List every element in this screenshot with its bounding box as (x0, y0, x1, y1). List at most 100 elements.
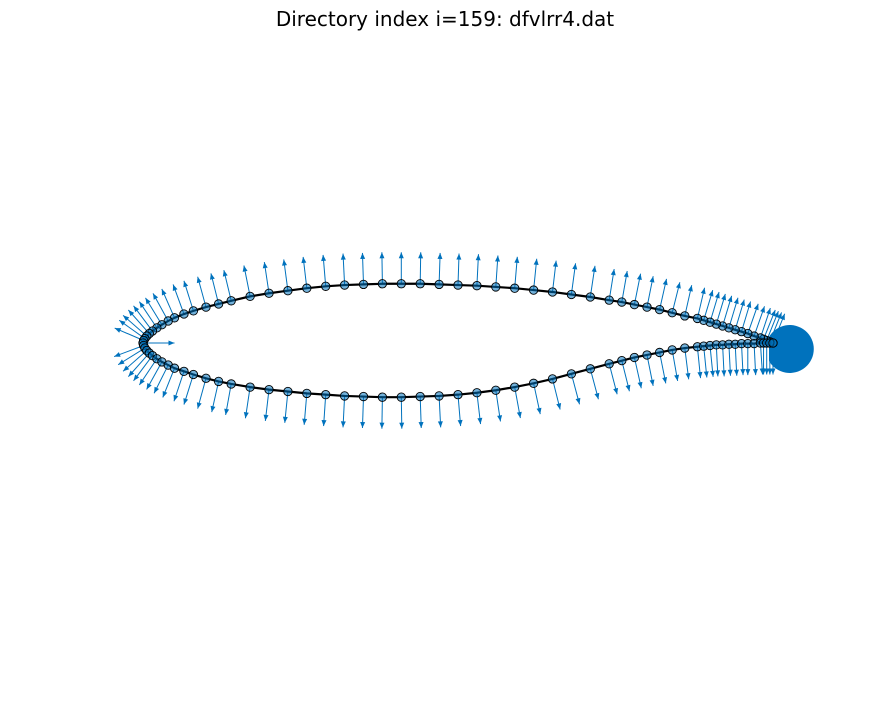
normal-arrow (196, 276, 207, 308)
airfoil-point-marker (680, 343, 690, 353)
normal-arrow (340, 395, 346, 428)
normal-arrow-head (721, 293, 727, 301)
normal-arrow-head (594, 392, 600, 400)
airfoil-point-marker (321, 390, 331, 400)
normal-arrow (133, 355, 153, 382)
normal-arrow-head (733, 297, 739, 305)
normal-arrow (379, 252, 385, 284)
normal-arrow (122, 314, 148, 337)
airfoil-point-marker (642, 350, 652, 360)
airfoil-point-marker (358, 279, 369, 290)
normal-arrow-head (477, 417, 483, 425)
normal-arrow (696, 346, 703, 379)
normal-arrow (753, 306, 765, 337)
normal-arrow (302, 393, 308, 425)
normal-arrow (321, 254, 327, 287)
normal-arrow-head (161, 288, 167, 296)
normal-arrow-head (282, 416, 288, 423)
normal-arrow-head (767, 368, 773, 375)
normal-arrow-head (649, 276, 655, 283)
normal-arrow (764, 343, 770, 375)
normal-arrow-head (360, 421, 366, 429)
normal-arrow-head (745, 369, 751, 376)
normal-arrow (340, 253, 346, 286)
normal-arrow-head (697, 371, 703, 379)
plot-area (113, 252, 814, 429)
airfoil-point-marker (201, 373, 211, 383)
normal-arrow-head (591, 265, 597, 273)
normal-arrow-head (533, 258, 539, 265)
normal-arrow (113, 345, 144, 358)
normal-arrow (183, 374, 194, 405)
normal-arrow (145, 297, 163, 325)
normal-arrow-head (516, 411, 522, 419)
airfoil-point-marker (179, 309, 189, 319)
normal-arrow (671, 282, 681, 313)
normal-arrow-head (133, 305, 140, 313)
normal-arrow-head (242, 265, 248, 272)
normal-arrow-head (685, 373, 691, 380)
normal-arrow-head (753, 303, 759, 311)
airfoil-point-marker (377, 392, 388, 402)
normal-arrow-head (145, 297, 151, 305)
normal-arrow-head (649, 379, 655, 386)
airfoil-point-marker (226, 296, 236, 306)
normal-arrow (709, 345, 716, 377)
normal-arrow (514, 387, 522, 419)
normal-arrow-head (437, 421, 443, 428)
normal-arrow (475, 254, 481, 286)
normal-arrow (514, 256, 520, 289)
normal-arrow (608, 363, 619, 395)
airfoil-point-marker (510, 283, 520, 293)
normal-arrow (114, 327, 144, 341)
normal-arrow-head (153, 293, 159, 300)
normal-arrow (763, 309, 776, 340)
normal-arrow (153, 364, 169, 394)
normal-arrow-head (139, 301, 145, 309)
normal-arrow-head (321, 254, 327, 262)
airfoil-point-marker (768, 338, 778, 348)
normal-arrow-head (733, 369, 739, 376)
normal-arrow (659, 352, 668, 384)
normal-arrow-head (399, 422, 405, 429)
airfoil-point-marker (510, 382, 520, 392)
normal-arrow-head (379, 422, 385, 429)
normal-arrow-head (727, 295, 733, 303)
normal-arrow (173, 371, 185, 402)
airfoil-point-marker (604, 359, 614, 369)
airfoil-point-marker (169, 363, 180, 373)
normal-arrow (399, 397, 405, 429)
normal-arrow-head (243, 411, 249, 419)
normal-arrow (146, 361, 163, 390)
normal-arrow (659, 278, 668, 310)
normal-arrow (161, 288, 175, 319)
normal-arrow-head (162, 390, 168, 398)
normal-arrow-head (625, 384, 631, 392)
trailing-edge-normals-cluster (769, 325, 814, 373)
normal-arrow-head (222, 270, 228, 277)
normal-arrow (734, 299, 745, 330)
normal-arrow (495, 390, 503, 422)
normal-arrow-head (114, 328, 122, 333)
normal-arrow-head (674, 374, 680, 381)
airfoil-point-marker (179, 366, 189, 376)
airfoil-point-marker (491, 385, 501, 395)
airfoil-point-marker (528, 378, 539, 388)
normal-arrow-head (418, 252, 424, 259)
normal-arrow-head (770, 368, 776, 375)
normal-arrow-head (133, 374, 140, 381)
normal-arrow (243, 387, 251, 419)
normal-arrow-head (613, 387, 619, 395)
normal-arrow (118, 319, 146, 339)
airfoil-points (138, 279, 778, 402)
normal-arrow-head (721, 370, 727, 377)
normal-arrow-head (761, 368, 767, 375)
normal-arrow (703, 290, 714, 321)
normal-arrow (721, 344, 727, 377)
normal-arrow (133, 305, 153, 332)
normal-arrow (224, 383, 232, 416)
normal-arrow (152, 293, 169, 322)
normal-arrow-head (740, 368, 746, 376)
normal-arrow (242, 265, 251, 297)
